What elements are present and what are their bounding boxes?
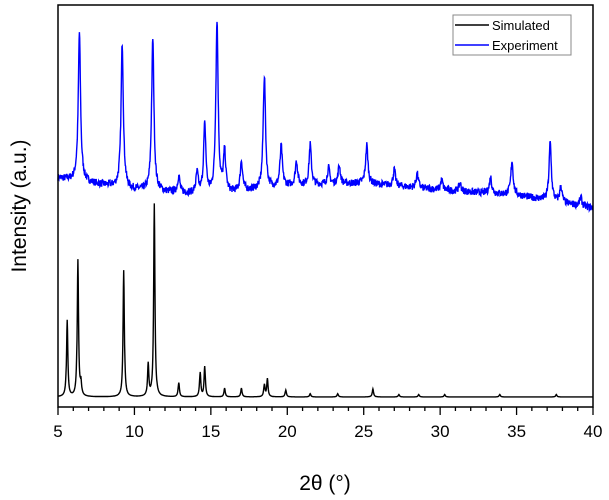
x-tick-label: 10 (125, 422, 144, 441)
series-layer (57, 21, 594, 398)
plot-frame (57, 4, 594, 408)
x-tick-label: 25 (354, 422, 373, 441)
x-tick-label: 35 (507, 422, 526, 441)
legend-box (452, 14, 572, 56)
legend-label-experiment: Experiment (492, 38, 558, 53)
legend-label-simulated: Simulated (492, 18, 550, 33)
x-axis-ticks: 5 10 15 20 25 30 35 40 (53, 407, 602, 441)
y-axis-title: Intensity (a.u.) (8, 139, 31, 272)
legend: Simulated Experiment (452, 14, 572, 56)
series-line-simulated (57, 203, 593, 398)
x-tick-label: 30 (431, 422, 450, 441)
x-tick-label: 40 (584, 422, 603, 441)
series-line-experiment (57, 21, 594, 213)
x-tick-label: 5 (53, 422, 62, 441)
x-axis-title: 2θ (°) (299, 472, 351, 495)
x-tick-label: 20 (278, 422, 297, 441)
x-tick-label: 15 (201, 422, 220, 441)
